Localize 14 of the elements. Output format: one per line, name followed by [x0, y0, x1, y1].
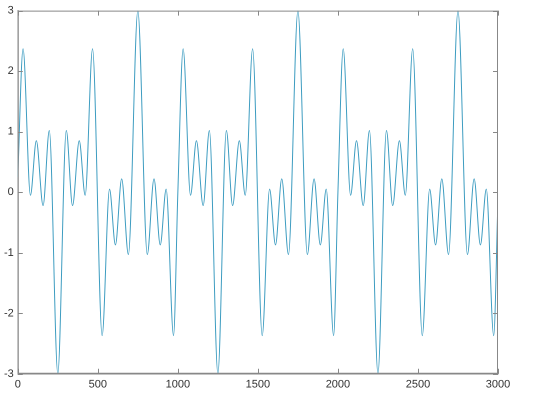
y-tick-label: 3 [8, 4, 14, 17]
y-tick-label: -1 [4, 246, 14, 259]
x-tick-label: 500 [88, 378, 107, 390]
x-tick-label: 1500 [246, 378, 270, 390]
y-tick-label: -2 [4, 307, 14, 320]
y-tick-label: -3 [4, 368, 14, 380]
y-tick-label: 1 [8, 126, 14, 138]
x-tick-label: 2500 [406, 378, 430, 390]
y-tick-label: 2 [8, 65, 14, 78]
x-tick-label: 1000 [166, 378, 190, 390]
y-tick-label: 0 [8, 186, 14, 198]
line-series [18, 10, 498, 374]
x-tick-label: 2000 [326, 378, 350, 390]
x-tick-label: 3000 [486, 378, 510, 390]
